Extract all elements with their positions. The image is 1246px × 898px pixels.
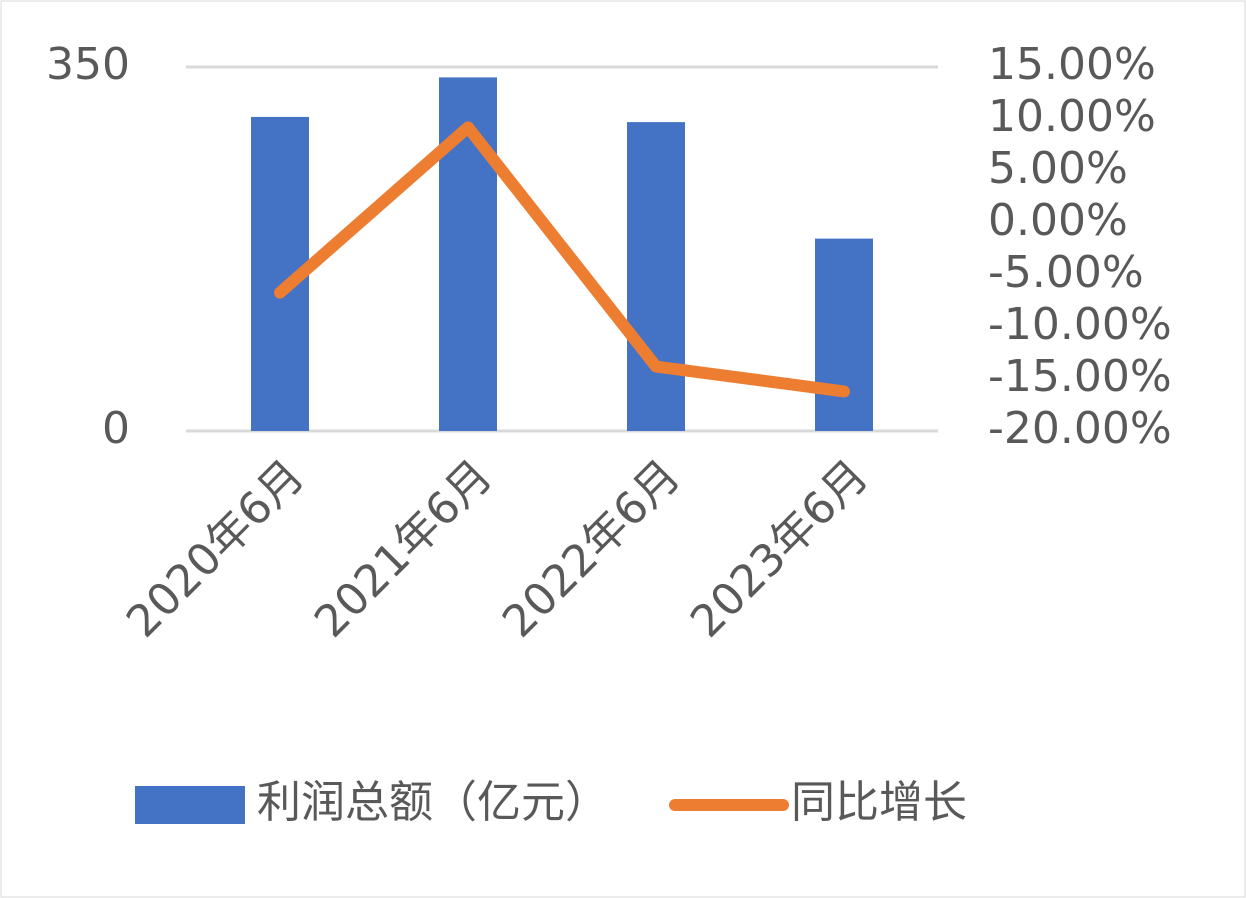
bar	[815, 238, 873, 431]
y2-tick-label: 0.00%	[988, 195, 1128, 246]
bar	[627, 122, 685, 432]
y2-tick-label: -20.00%	[988, 403, 1172, 454]
legend-label: 同比增长	[791, 777, 967, 828]
y2-tick-label: 15.00%	[988, 39, 1156, 90]
legend-label: 利润总额（亿元）	[257, 777, 609, 828]
y2-tick-label: -15.00%	[988, 351, 1172, 402]
y2-tick-label: 5.00%	[988, 143, 1128, 194]
y2-tick-label: 10.00%	[988, 91, 1156, 142]
y2-tick-label: -5.00%	[988, 247, 1144, 298]
y-tick-label: 0	[102, 403, 130, 454]
y-tick-label: 350	[46, 39, 130, 90]
line	[274, 121, 850, 398]
legend-swatch	[135, 786, 245, 824]
y2-tick-label: -10.00%	[988, 299, 1172, 350]
